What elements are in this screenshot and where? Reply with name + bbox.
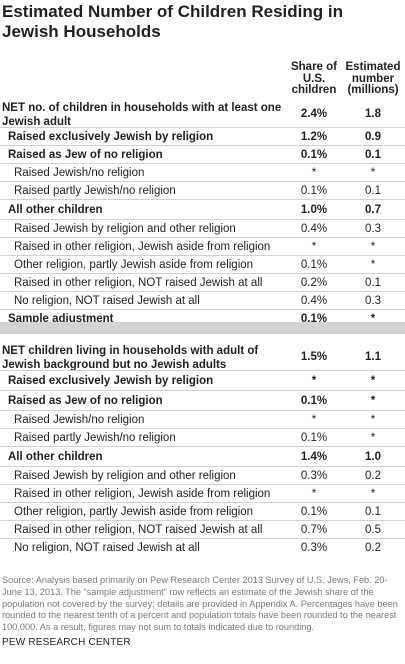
- row-label: Raised exclusively Jewish by religion: [8, 375, 214, 387]
- estimated-value: *: [370, 432, 376, 444]
- row-label: Raised in other religion, Jewish aside f…: [14, 488, 271, 500]
- table-row: No religion, NOT raised Jewish at all 0.4…: [0, 291, 405, 309]
- estimated-value: *: [370, 259, 376, 271]
- estimated-value: 0.3: [365, 223, 381, 235]
- table-row: Raised in other religion, Jewish aside f…: [0, 237, 405, 255]
- row-label: Other religion, partly Jewish aside from…: [14, 506, 254, 518]
- estimated-value: 0.2: [365, 470, 381, 482]
- estimated-value: 1.1: [365, 351, 381, 363]
- row-label: Raised in other religion, Jewish aside f…: [14, 241, 271, 253]
- organization-credit: PEW RESEARCH CENTER: [2, 637, 131, 648]
- estimated-value: *: [370, 375, 376, 387]
- row-label: Raised in other religion, NOT raised Jew…: [14, 524, 263, 536]
- table-row: Raised as Jew of no religion 0.1% 0.1: [0, 145, 405, 163]
- share-value: 0.1%: [300, 185, 328, 197]
- share-value: 0.2%: [300, 277, 328, 289]
- row-label: Raised Jewish/no religion: [14, 167, 145, 179]
- share-value: 0.7%: [300, 524, 328, 536]
- estimated-value: *: [370, 241, 376, 253]
- estimated-value: 0.1: [365, 185, 381, 197]
- estimated-value: 1.8: [365, 108, 381, 120]
- row-label: NET no. of children in households with a…: [2, 102, 282, 128]
- row-label: Other religion, partly Jewish aside from…: [14, 259, 254, 271]
- estimated-value: *: [370, 313, 376, 325]
- table-row: No religion, NOT raised Jewish at all 0.3…: [0, 538, 405, 556]
- section-divider: [0, 322, 405, 334]
- column-header-estimated: Estimated number (millions): [345, 61, 401, 96]
- table-row: Raised in other religion, NOT raised Jew…: [0, 520, 405, 538]
- table-row: Raised partly Jewish/no religion 0.1% 0.1: [0, 181, 405, 199]
- row-label: No religion, NOT raised Jewish at all: [14, 295, 200, 307]
- table-row: Raised exclusively Jewish by religion 1.2…: [0, 127, 405, 145]
- share-value: 0.4%: [300, 223, 328, 235]
- estimated-value: 0.3: [365, 295, 381, 307]
- share-value: *: [311, 488, 317, 500]
- share-value: 1.4%: [300, 451, 328, 463]
- row-label: Raised exclusively Jewish by religion: [8, 131, 214, 143]
- table-row: NET children living in households with a…: [0, 342, 405, 371]
- row-label: Raised in other religion, NOT raised Jew…: [14, 277, 263, 289]
- table-row: Raised in other religion, Jewish aside f…: [0, 484, 405, 502]
- table-row: Raised Jewish/no religion * *: [0, 410, 405, 428]
- estimated-value: 0.9: [365, 131, 381, 143]
- column-header-share: Share of U.S. children: [290, 61, 337, 96]
- table-row: Raised exclusively Jewish by religion * *: [0, 370, 405, 390]
- share-value: 0.1%: [300, 259, 328, 271]
- table-row: All other children 1.4% 1.0: [0, 446, 405, 466]
- source-note: Source: Analysis based primarily on Pew …: [2, 575, 398, 633]
- row-label: No religion, NOT raised Jewish at all: [14, 542, 200, 554]
- share-value: 1.0%: [300, 204, 328, 216]
- row-label: NET children living in households with a…: [2, 345, 259, 371]
- estimated-value: 1.0: [365, 451, 381, 463]
- row-label: All other children: [8, 451, 103, 463]
- share-value: *: [311, 241, 317, 253]
- share-value: 1.2%: [300, 131, 328, 143]
- row-label: Raised Jewish/no religion: [14, 414, 145, 426]
- estimated-value: 0.5: [365, 524, 381, 536]
- share-value: 2.4%: [300, 108, 328, 120]
- table-row: Other religion, partly Jewish aside from…: [0, 502, 405, 520]
- row-label: Raised Jewish by religion and other reli…: [14, 223, 236, 235]
- table-row: All other children 1.0% 0.7: [0, 199, 405, 219]
- row-label: Raised partly Jewish/no religion: [14, 185, 176, 197]
- share-value: *: [311, 167, 317, 179]
- table-row: Raised Jewish/no religion * *: [0, 163, 405, 181]
- share-value: 0.1%: [300, 395, 328, 407]
- estimated-value: 0.7: [365, 204, 381, 216]
- table-row: NET no. of children in households with a…: [0, 99, 405, 128]
- estimated-value: 0.1: [365, 149, 381, 161]
- table-row: Raised as Jew of no religion 0.1% *: [0, 390, 405, 410]
- share-value: 0.1%: [300, 506, 328, 518]
- row-label: Raised partly Jewish/no religion: [14, 432, 176, 444]
- table-row: Raised in other religion, NOT raised Jew…: [0, 273, 405, 291]
- table-row: Raised Jewish by religion and other reli…: [0, 466, 405, 484]
- table-row: Raised partly Jewish/no religion 0.1% *: [0, 428, 405, 446]
- row-label: Raised as Jew of no religion: [8, 395, 163, 407]
- estimated-value: 0.2: [365, 542, 381, 554]
- share-value: *: [311, 375, 317, 387]
- table-row: Raised Jewish by religion and other reli…: [0, 219, 405, 237]
- share-value: 0.4%: [300, 295, 328, 307]
- share-value: *: [311, 414, 317, 426]
- share-value: 0.3%: [300, 470, 328, 482]
- estimated-value: 0.1: [365, 506, 381, 518]
- estimated-value: *: [370, 414, 376, 426]
- estimated-value: 0.1: [365, 277, 381, 289]
- row-label: Raised Jewish by religion and other reli…: [14, 470, 236, 482]
- share-value: 0.1%: [300, 149, 328, 161]
- row-label: Raised as Jew of no religion: [8, 149, 163, 161]
- table-row: Other religion, partly Jewish aside from…: [0, 255, 405, 273]
- estimated-value: *: [370, 488, 376, 500]
- estimated-value: *: [370, 167, 376, 179]
- share-value: 0.3%: [300, 542, 328, 554]
- share-value: 0.1%: [300, 432, 328, 444]
- estimated-value: *: [370, 395, 376, 407]
- page-title: Estimated Number of Children Residing in…: [2, 2, 343, 41]
- share-value: 1.5%: [300, 351, 328, 363]
- row-label: All other children: [8, 204, 103, 216]
